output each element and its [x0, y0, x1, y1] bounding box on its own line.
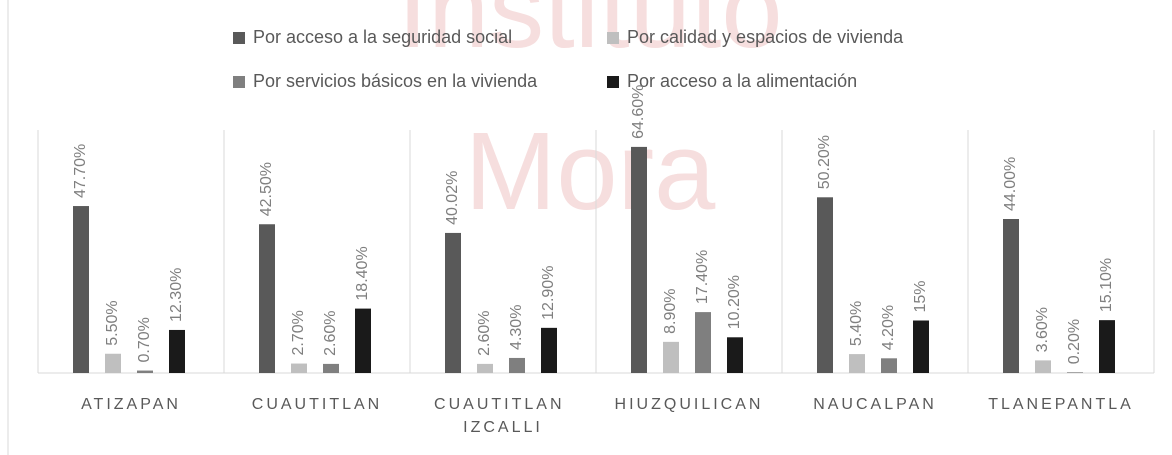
legend-swatch [233, 76, 245, 88]
watermark: Mora [465, 110, 716, 233]
bar [355, 308, 371, 373]
value-label: 50.20% [816, 135, 833, 189]
bar [477, 363, 493, 373]
value-label: 4.30% [508, 305, 525, 350]
bar [817, 197, 833, 373]
x-tick-label: HIUZQUILICAN [615, 396, 764, 413]
value-label: 47.70% [72, 144, 89, 198]
value-label: 5.40% [848, 301, 865, 346]
bar [445, 232, 461, 373]
value-label: 2.60% [476, 311, 493, 356]
bar [631, 146, 647, 373]
value-label: 17.40% [694, 250, 711, 304]
bar [849, 354, 865, 373]
x-tick-label: TLANEPANTLA [988, 396, 1134, 413]
legend-swatch [607, 32, 619, 44]
value-label: 40.02% [444, 171, 461, 225]
bar [291, 363, 307, 373]
value-label: 12.90% [540, 266, 557, 320]
x-tick-label: ATIZAPAN [81, 396, 181, 413]
bar [727, 337, 743, 373]
x-tick-label: NAUCALPAN [813, 396, 937, 413]
value-label: 3.60% [1034, 307, 1051, 352]
value-label: 12.30% [168, 268, 185, 322]
legend-label: Por acceso a la seguridad social [253, 27, 512, 47]
bar [509, 357, 525, 373]
value-label: 18.40% [354, 246, 371, 300]
watermark: Instituto [397, 0, 782, 71]
value-label: 0.20% [1066, 319, 1083, 364]
value-label: 8.90% [662, 288, 679, 333]
value-label: 4.20% [880, 305, 897, 350]
value-label: 15% [912, 280, 929, 312]
legend-swatch [233, 32, 245, 44]
bar [323, 363, 339, 373]
bar [105, 353, 121, 373]
value-label: 0.70% [136, 317, 153, 362]
bar [913, 320, 929, 373]
legend-label: Por calidad y espacios de vivienda [627, 27, 904, 47]
x-tick-label: CUAUTITLAN IZCALLI [434, 396, 572, 436]
value-label: 15.10% [1098, 258, 1115, 312]
x-tick-label: CUAUTITLAN [252, 396, 382, 413]
bar [541, 327, 557, 373]
bar [1035, 360, 1051, 373]
bar [1003, 219, 1019, 373]
bar [259, 224, 275, 373]
value-label: 64.60% [630, 85, 647, 139]
bar [1099, 320, 1115, 373]
value-label: 2.60% [322, 311, 339, 356]
bar [695, 312, 711, 373]
bar [881, 358, 897, 373]
bar [663, 341, 679, 373]
value-label: 2.70% [290, 310, 307, 355]
legend-label: Por servicios básicos en la vivienda [253, 71, 538, 91]
legend-label: Por acceso a la alimentación [627, 71, 857, 91]
bar [169, 329, 185, 373]
bar [73, 206, 89, 373]
bar [1067, 372, 1083, 373]
value-label: 42.50% [258, 162, 275, 216]
bar [137, 370, 153, 373]
legend-swatch [607, 76, 619, 88]
value-label: 10.20% [726, 275, 743, 329]
value-label: 44.00% [1002, 157, 1019, 211]
value-label: 5.50% [104, 300, 121, 345]
